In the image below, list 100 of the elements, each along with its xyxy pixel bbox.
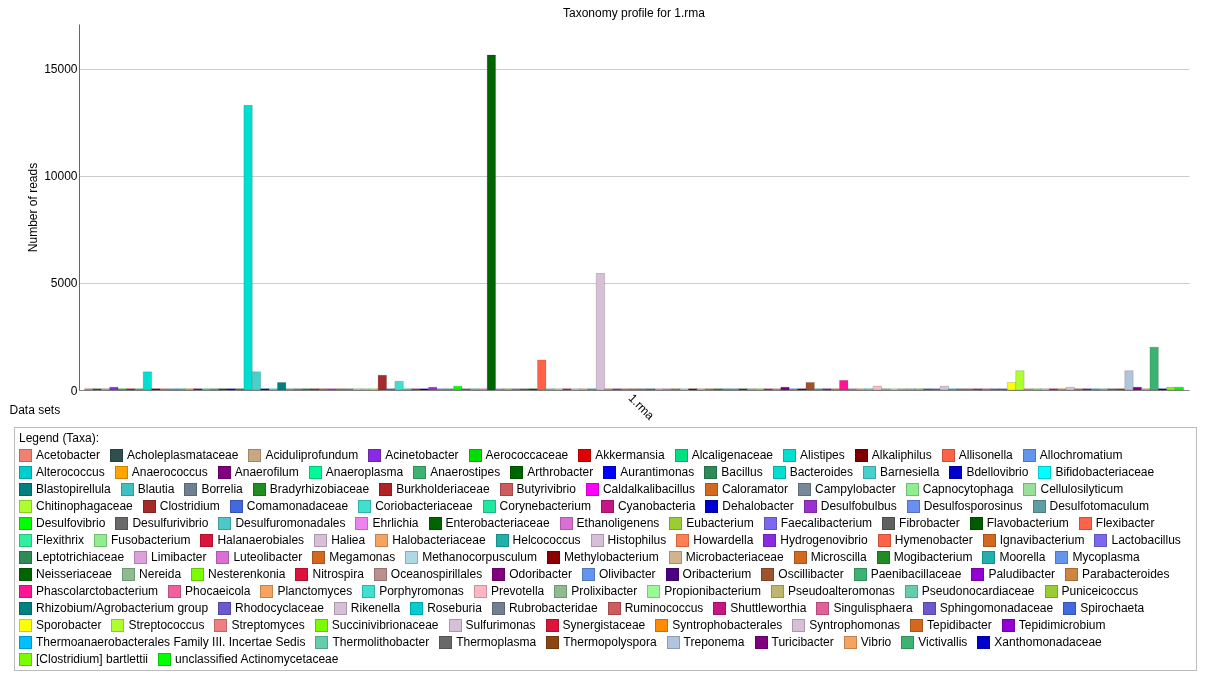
legend-label: Halanaerobiales <box>217 532 305 549</box>
legend-label: Chitinophagaceae <box>36 498 133 515</box>
legend-label: Aciduliprofundum <box>265 447 359 464</box>
x-axis-title: Data sets <box>9 402 61 417</box>
legend-label: Ruminococcus <box>624 600 704 617</box>
legend-label: Paenibacillaceae <box>870 566 962 583</box>
legend-label: Methylobacterium <box>563 549 659 566</box>
legend-label: Luteolibacter <box>233 549 303 566</box>
legend-label: Fusobacterium <box>111 532 191 549</box>
legend-label: Anaerococcus <box>131 464 208 481</box>
legend-label: Rhodocyclaceae <box>235 600 324 617</box>
y-tick-label: 15000 <box>44 62 78 77</box>
legend-label: Streptomyces <box>231 617 305 634</box>
legend-label: unclassified Actinomycetaceae <box>175 651 339 668</box>
legend-label: Desulfobulbus <box>820 498 897 515</box>
legend-label: Microbacteriaceae <box>685 549 784 566</box>
legend-label: Anaerofilum <box>234 464 299 481</box>
legend-label: Bacteroides <box>789 464 854 481</box>
legend-label: Howardella <box>693 532 754 549</box>
legend-label: Vibrio <box>860 634 892 651</box>
legend-label: Blautia <box>137 481 175 498</box>
legend-label: Methanocorpusculum <box>422 549 537 566</box>
legend-label: Akkermansia <box>595 447 665 464</box>
legend-label: Prolixibacter <box>571 583 638 600</box>
legend-label: Leptotrichiaceae <box>36 549 125 566</box>
legend-label: Succinivibrionaceae <box>331 617 439 634</box>
legend-label: Paludibacter <box>988 566 1056 583</box>
y-tick-label: 10000 <box>44 169 78 184</box>
legend-label: Thermolithobacter <box>332 634 430 651</box>
legend-label: Roseburia <box>427 600 482 617</box>
legend-label: Thermoplasma <box>456 634 537 651</box>
legend-label: Acholeplasmataceae <box>127 447 239 464</box>
legend-title: Legend (Taxa): <box>19 430 101 447</box>
legend-label: Helcococcus <box>512 532 581 549</box>
legend-label: Acetobacter <box>36 447 101 464</box>
legend-label: Synergistaceae <box>562 617 646 634</box>
legend-label: Allisonella <box>958 447 1013 464</box>
legend-label: Comamonadaceae <box>246 498 349 515</box>
legend-label: Oribacterium <box>682 566 752 583</box>
legend-label: Tepidibacter <box>927 617 992 634</box>
legend-label: Caldalkalibacillus <box>602 481 695 498</box>
legend-label: Flexibacter <box>1095 515 1155 532</box>
legend-label: Sphingomonadaceae <box>939 600 1054 617</box>
legend-label: [Clostridium] bartlettii <box>36 651 149 668</box>
legend-label: Alkaliphilus <box>871 447 932 464</box>
legend-label: Ethanoligenens <box>576 515 660 532</box>
y-tick-label: 5000 <box>50 276 78 291</box>
legend-label: Faecalibacterium <box>780 515 873 532</box>
legend-label: Hymenobacter <box>894 532 973 549</box>
legend-label: Streptococcus <box>128 617 205 634</box>
legend-label: Histophilus <box>607 532 667 549</box>
legend-label: Coriobacteriaceae <box>375 498 473 515</box>
legend-label: Ehrlichia <box>372 515 419 532</box>
legend-label: Planctomyces <box>277 583 353 600</box>
legend-label: Sulfurimonas <box>465 617 536 634</box>
legend-label: Aurantimonas <box>620 464 695 481</box>
legend-label: Clostridium <box>159 498 220 515</box>
legend-label: Enterobacteriaceae <box>445 515 550 532</box>
legend-label: Capnocytophaga <box>922 481 1014 498</box>
legend-label: Corynebacterium <box>499 498 591 515</box>
legend-label: Pseudonocardiaceae <box>921 583 1035 600</box>
legend-label: Nereida <box>139 566 182 583</box>
legend-label: Parabacteroides <box>1082 566 1170 583</box>
legend-label: Turicibacter <box>771 634 834 651</box>
legend-label: Bifidobacteriaceae <box>1055 464 1155 481</box>
legend-label: Phocaeicola <box>185 583 251 600</box>
legend-label: Borrelia <box>201 481 243 498</box>
legend-label: Propionibacterium <box>664 583 761 600</box>
legend-label: Halobacteriaceae <box>392 532 486 549</box>
legend-label: Nesterenkonia <box>208 566 286 583</box>
legend-label: Fibrobacter <box>899 515 960 532</box>
legend-label: Alterococcus <box>36 464 105 481</box>
legend-label: Sporobacter <box>36 617 102 634</box>
legend-label: Neisseriaceae <box>36 566 113 583</box>
legend-label: Burkholderiaceae <box>396 481 490 498</box>
legend-label: Haliea <box>331 532 366 549</box>
legend-label: Anaerostipes <box>430 464 501 481</box>
legend-label: Cyanobacteria <box>617 498 696 515</box>
legend-label: Olivibacter <box>598 566 656 583</box>
legend-label: Desulfotomaculum <box>1049 498 1149 515</box>
legend-label: Porphyromonas <box>379 583 464 600</box>
legend-label: Syntrophobacterales <box>672 617 783 634</box>
legend-label: Caloramator <box>722 481 789 498</box>
legend-label: Xanthomonadaceae <box>994 634 1102 651</box>
legend-label: Desulfosporosinus <box>923 498 1023 515</box>
legend-label: Tepidimicrobium <box>1018 617 1106 634</box>
legend-label: Blastopirellula <box>36 481 111 498</box>
legend-label: Spirochaeta <box>1080 600 1145 617</box>
legend-label: Alcaligenaceae <box>691 447 774 464</box>
legend-label: Acinetobacter <box>385 447 459 464</box>
legend-label: Bacillus <box>721 464 763 481</box>
legend-label: Phascolarctobacterium <box>36 583 159 600</box>
legend-label: Desulfuromonadales <box>235 515 346 532</box>
legend-label: Rhizobium/Agrobacterium group <box>36 600 209 617</box>
legend-label: Prevotella <box>490 583 545 600</box>
legend-label: Anaeroplasma <box>325 464 404 481</box>
legend-label: Flavobacterium <box>986 515 1069 532</box>
legend-label: Thermoanaerobacterales Family III. Incertae Sedis <box>36 634 306 651</box>
legend-label: Nitrospira <box>312 566 364 583</box>
legend-label: Puniceicoccus <box>1061 583 1139 600</box>
